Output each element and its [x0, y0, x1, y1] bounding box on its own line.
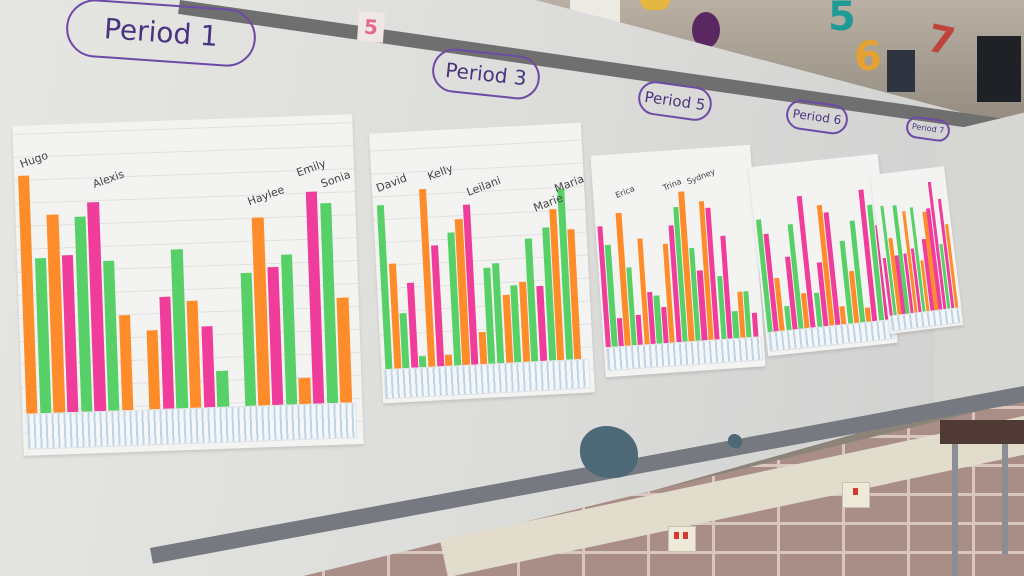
- torn-paint-patch: [580, 426, 638, 478]
- sticky-note-bar: [280, 254, 298, 405]
- name-label-sydney: Sydney: [685, 166, 717, 187]
- name-label-trina: Trina: [661, 176, 683, 193]
- chart-paper-period-3: David Kelly Leilani Marie Maria: [369, 122, 595, 404]
- sticky-note-bar: [201, 326, 216, 408]
- power-outlet: [668, 526, 696, 552]
- sticky-note-bar: [216, 370, 229, 408]
- yellow-sticker: [640, 0, 670, 10]
- sticky-note-bar: [445, 355, 453, 367]
- torn-paint-patch-small: [728, 434, 742, 448]
- sticky-note-bar: [103, 260, 120, 411]
- chart-paper-period-5: Erica Trina Sydney: [590, 144, 766, 378]
- sticky-note-bar: [186, 300, 202, 408]
- chart-paper-period-1: Hugo Alexis Haylee Emily Sonia: [12, 114, 364, 456]
- wall-number-5: 5: [828, 0, 856, 40]
- sticky-note-bar: [159, 296, 175, 409]
- desk: [940, 420, 1024, 444]
- number-card: 5: [356, 11, 386, 43]
- sticky-note-bar: [751, 312, 759, 337]
- sticky-note-bar: [419, 356, 427, 368]
- bar-chart-period-5: [595, 187, 759, 348]
- photo-card: [887, 50, 915, 92]
- bar-chart-period-7: [874, 180, 959, 316]
- desk-leg-2: [1002, 444, 1008, 554]
- bar-chart-period-6: [754, 184, 892, 333]
- desk-leg: [952, 444, 958, 576]
- power-outlet-2: [842, 482, 870, 508]
- sticky-note-bar: [146, 330, 161, 410]
- sticky-note-bar: [478, 331, 488, 365]
- wall-number-6: 6: [854, 34, 882, 80]
- black-poster: [977, 36, 1021, 102]
- sticky-note-bar: [118, 314, 134, 411]
- purple-circle-sticker: [692, 12, 720, 48]
- sticky-note-bar: [298, 377, 311, 405]
- bar-chart-period-1: [18, 164, 354, 414]
- bar-chart-period-3: [376, 181, 583, 370]
- sticky-note-bar: [336, 297, 352, 403]
- sticky-note-bar: [171, 248, 188, 409]
